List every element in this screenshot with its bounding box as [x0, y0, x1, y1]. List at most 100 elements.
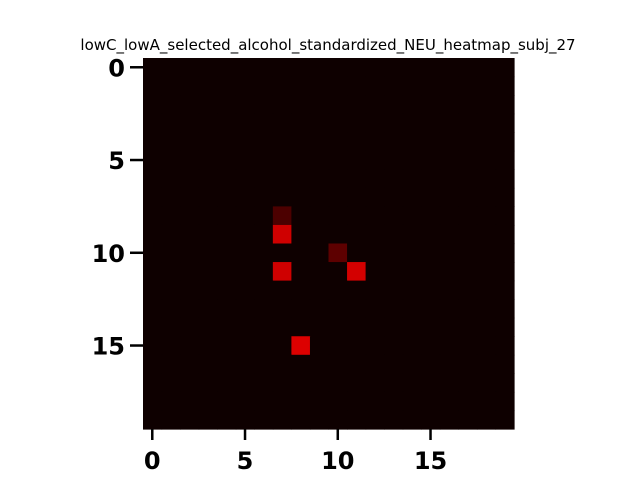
- heatmap-cell: [476, 150, 497, 170]
- heatmap-cell: [217, 150, 237, 170]
- heatmap-cell: [143, 187, 163, 207]
- heatmap-cell: [291, 354, 311, 374]
- heatmap-cell: [180, 150, 200, 170]
- heatmap-cell: [291, 317, 311, 337]
- x-tick-label: 10: [321, 447, 354, 475]
- heatmap-cell: [439, 113, 459, 133]
- heatmap-cell: [198, 58, 218, 78]
- heatmap-cell: [143, 243, 163, 263]
- heatmap-cell: [180, 354, 200, 374]
- heatmap-cell: [458, 206, 478, 226]
- heatmap-cell: [495, 206, 515, 226]
- heatmap-cell: [309, 410, 330, 430]
- heatmap-cell: [291, 132, 311, 152]
- heatmap-cell: [235, 373, 255, 393]
- heatmap-cell: [180, 206, 200, 226]
- heatmap-cell: [217, 317, 237, 337]
- heatmap-cell: [198, 354, 218, 374]
- heatmap-cell: [347, 113, 367, 133]
- heatmap-cell: [365, 373, 385, 393]
- heatmap-cell: [402, 95, 422, 115]
- heatmap-cell: [328, 410, 348, 430]
- heatmap-cell: [495, 373, 515, 393]
- heatmap-cell: [309, 150, 330, 170]
- heatmap-cell: [421, 410, 441, 430]
- heatmap-cell: [198, 113, 218, 133]
- heatmap-cell: [180, 132, 200, 152]
- heatmap-cell: [365, 354, 385, 374]
- heatmap-cell: [402, 317, 422, 337]
- heatmap-cell: [291, 373, 311, 393]
- heatmap-cell: [217, 280, 237, 300]
- heatmap-cell: [161, 317, 181, 337]
- heatmap-cell: [309, 373, 330, 393]
- heatmap-cell: [458, 243, 478, 263]
- heatmap-cell: [217, 169, 237, 189]
- heatmap-cell: [328, 113, 348, 133]
- heatmap-cell: [309, 224, 330, 245]
- heatmap-cell: [161, 76, 181, 96]
- heatmap-cell: [235, 150, 255, 170]
- heatmap-cell: [476, 187, 497, 207]
- heatmap-cell: [272, 280, 292, 300]
- heatmap-cell: [198, 410, 218, 430]
- heatmap-cell: [384, 150, 404, 170]
- heatmap-cell: [309, 206, 330, 226]
- heatmap-cell: [402, 76, 422, 96]
- heatmap-cell: [198, 336, 218, 356]
- heatmap-cell: [143, 317, 163, 337]
- heatmap-cell: [272, 132, 292, 152]
- heatmap-cell: [143, 299, 163, 319]
- heatmap-cell: [384, 373, 404, 393]
- heatmap-cell: [291, 299, 311, 319]
- heatmap-cell: [272, 391, 292, 412]
- heatmap-cell: [365, 58, 385, 78]
- heatmap-cell: [217, 58, 237, 78]
- heatmap-cell: [272, 354, 292, 374]
- heatmap-cell: [198, 150, 218, 170]
- heatmap-cell: [384, 58, 404, 78]
- heatmap-cell: [384, 224, 404, 245]
- heatmap-cell: [421, 206, 441, 226]
- heatmap-cell: [439, 391, 459, 412]
- heatmap-cell: [347, 95, 367, 115]
- heatmap-cell: [476, 58, 497, 78]
- heatmap-cell: [328, 206, 348, 226]
- heatmap-cell: [180, 262, 200, 282]
- heatmap-cell: [439, 187, 459, 207]
- heatmap-cell: [272, 243, 292, 263]
- heatmap-cell: [198, 262, 218, 282]
- heatmap-cell: [439, 169, 459, 189]
- heatmap-cell: [495, 58, 515, 78]
- heatmap-cell: [347, 280, 367, 300]
- heatmap-cell: [439, 58, 459, 78]
- heatmap-cell: [495, 95, 515, 115]
- heatmap-cell: [458, 95, 478, 115]
- heatmap-cell: [439, 354, 459, 374]
- heatmap-cell: [198, 132, 218, 152]
- heatmap-cell: [143, 224, 163, 245]
- heatmap-cell: [309, 187, 330, 207]
- heatmap-cell: [143, 132, 163, 152]
- heatmap-cell: [384, 132, 404, 152]
- heatmap-cell: [439, 336, 459, 356]
- heatmap-cells: [143, 58, 515, 430]
- heatmap-cell: [291, 113, 311, 133]
- heatmap-cell: [291, 58, 311, 78]
- x-tick-label: 15: [414, 447, 447, 475]
- heatmap-cell: [161, 58, 181, 78]
- heatmap-cell: [458, 354, 478, 374]
- heatmap-cell: [458, 336, 478, 356]
- heatmap-cell: [161, 243, 181, 263]
- heatmap-cell: [421, 336, 441, 356]
- heatmap-cell: [235, 132, 255, 152]
- heatmap-cell: [495, 132, 515, 152]
- heatmap-cell: [272, 95, 292, 115]
- heatmap-cell: [254, 76, 274, 96]
- heatmap-cell: [217, 132, 237, 152]
- heatmap-cell: [309, 243, 330, 263]
- x-axis: 0 5 10 15: [144, 429, 447, 475]
- heatmap-cell: [458, 58, 478, 78]
- heatmap-cell: [217, 336, 237, 356]
- heatmap-cell: [458, 76, 478, 96]
